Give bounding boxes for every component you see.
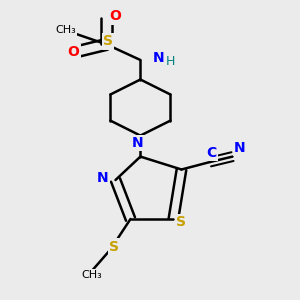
Text: CH₃: CH₃ xyxy=(81,270,102,280)
Text: H: H xyxy=(166,55,175,68)
Text: O: O xyxy=(110,10,122,23)
Text: CH₃: CH₃ xyxy=(56,25,76,35)
Text: N: N xyxy=(153,52,164,65)
Text: S: S xyxy=(109,240,119,254)
Text: S: S xyxy=(103,34,113,48)
Text: N: N xyxy=(132,136,143,150)
Text: S: S xyxy=(176,215,186,229)
Text: C: C xyxy=(206,146,217,160)
Text: O: O xyxy=(68,46,80,59)
Text: N: N xyxy=(97,172,109,185)
Text: N: N xyxy=(234,141,246,154)
